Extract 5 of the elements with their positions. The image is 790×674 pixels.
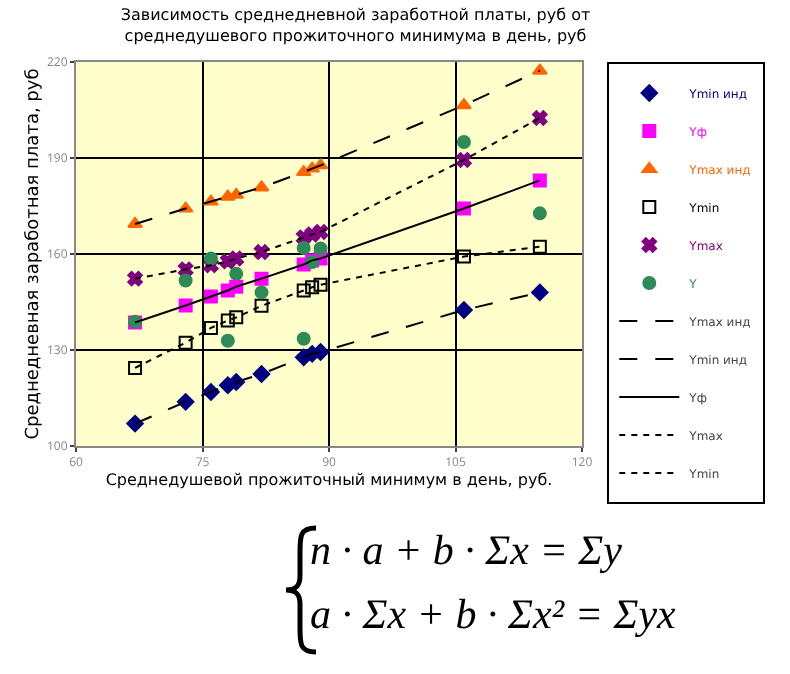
y-axis-title: Среднедневная заработная плата, руб [23, 67, 44, 440]
text: a · Σx + b · Σx² = Σyx [310, 590, 678, 638]
text: n · a + b · Σx = Σy [310, 526, 624, 574]
chart-title: Зависимость среднедневной заработной платы, руб от среднедушевого прожиточного минимума в день, руб [120, 6, 591, 46]
x-axis-title: Среднедушевой прожиточный минимум в день, руб. [105, 470, 553, 489]
